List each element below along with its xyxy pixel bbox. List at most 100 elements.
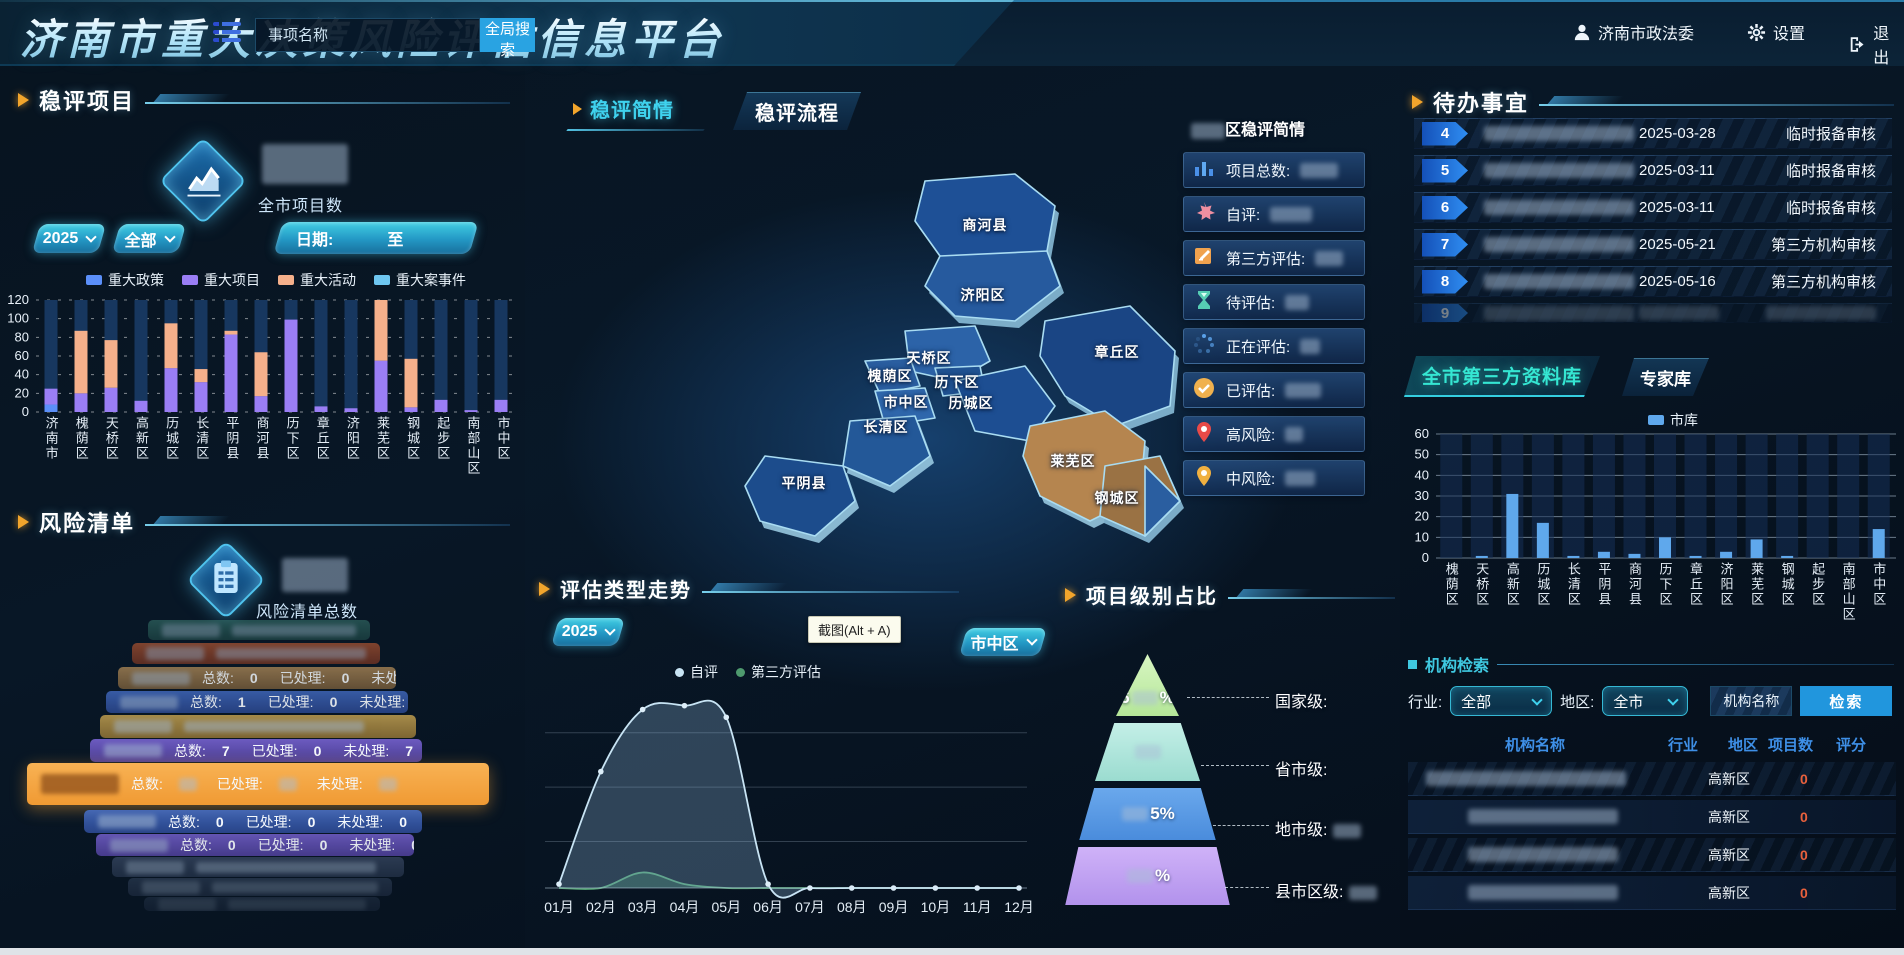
org-table-row[interactable]: 高新区 0 (1408, 838, 1896, 872)
projects-x-category[interactable]: 济阳区 (337, 416, 367, 476)
library-x-category[interactable]: 平阴县 (1589, 562, 1620, 622)
projects-x-category[interactable]: 南部山区 (458, 416, 488, 476)
library-x-category[interactable]: 天桥区 (1467, 562, 1498, 622)
todo-row[interactable]: 9 (1414, 303, 1892, 323)
projects-x-category[interactable]: 章丘区 (307, 416, 337, 476)
org-table-row[interactable]: 高新区 0 (1408, 876, 1896, 910)
tab-expert-library[interactable]: 专家库 (1622, 358, 1709, 396)
summary-item[interactable]: 中风险: (1183, 460, 1365, 496)
todo-row[interactable]: 4 2025-03-28 临时报备审核 (1414, 118, 1892, 149)
library-x-category[interactable]: 起步区 (1802, 562, 1833, 622)
map-district-label[interactable]: 市中区 (883, 394, 929, 410)
projects-x-category[interactable]: 天桥区 (96, 416, 126, 476)
org-column-header[interactable]: 机构名称 (1505, 737, 1566, 754)
library-x-category[interactable]: 南部山区 (1833, 562, 1864, 622)
todo-row[interactable]: 8 2025-05-16 第三方机构审核 (1414, 266, 1892, 297)
risk-row[interactable] (112, 857, 404, 877)
library-x-category[interactable]: 高新区 (1497, 562, 1528, 622)
org-column-header[interactable]: 行业 (1668, 737, 1699, 754)
pyramid-tier[interactable]: 6% (1116, 654, 1179, 716)
projects-x-category[interactable]: 槐荫区 (66, 416, 96, 476)
trend-year-select[interactable]: 2025 (555, 618, 621, 646)
tab-third-party-library[interactable]: 全市第三方资料库 (1404, 356, 1600, 397)
search-input[interactable] (255, 18, 480, 52)
library-x-category[interactable]: 济阳区 (1711, 562, 1742, 622)
library-x-category[interactable]: 历城区 (1528, 562, 1559, 622)
map-district-label[interactable]: 章丘区 (1094, 344, 1140, 360)
projects-x-category[interactable]: 济南市 (36, 416, 66, 476)
map-district-label[interactable]: 天桥区 (906, 350, 952, 366)
trend-district-select[interactable]: 市中区 (963, 628, 1043, 656)
scope-select[interactable]: 全部 (116, 224, 182, 253)
map-district-label[interactable]: 历下区 (934, 374, 980, 390)
projects-x-category[interactable]: 钢城区 (398, 416, 428, 476)
org-column-header[interactable]: 地区 (1728, 737, 1759, 754)
projects-x-category[interactable]: 市中区 (488, 416, 518, 476)
settings-button[interactable]: 设置 (1747, 20, 1805, 44)
library-x-category[interactable]: 长清区 (1558, 562, 1589, 622)
summary-item[interactable]: 待评估: (1183, 284, 1365, 320)
projects-x-category[interactable]: 高新区 (126, 416, 156, 476)
trend-area-chart[interactable]: 01月 02月 03月 04月 05月 06月 07月 08月 09月 10月 11月 12月 (533, 678, 1034, 931)
library-bar-chart[interactable]: 0 10 20 30 40 50 60 (1406, 426, 1898, 567)
date-range-picker[interactable]: 日期: 至 (278, 222, 474, 254)
tab-assessment-flow[interactable]: 稳评流程 (733, 92, 861, 130)
risk-row[interactable] (128, 878, 392, 896)
map-district-label[interactable]: 钢城区 (1094, 490, 1140, 506)
tab-assessment-brief[interactable]: 稳评简情 (573, 94, 674, 123)
risk-row[interactable] (148, 620, 370, 640)
pyramid-tier[interactable]: 5% (1079, 788, 1216, 840)
summary-item[interactable]: 高风险: (1183, 416, 1365, 452)
library-x-category[interactable]: 历下区 (1650, 562, 1681, 622)
summary-item[interactable]: 第三方评估: (1183, 240, 1365, 276)
logout-button[interactable]: 退出 (1848, 20, 1904, 68)
pyramid-tier[interactable] (1095, 723, 1200, 781)
todo-row[interactable]: 5 2025-03-11 临时报备审核 (1414, 155, 1892, 186)
org-column-header[interactable]: 项目数 (1768, 737, 1814, 754)
summary-item[interactable]: 项目总数: (1183, 152, 1365, 188)
map-district-label[interactable]: 济阳区 (960, 287, 1006, 303)
map-district-label[interactable]: 商河县 (962, 217, 1008, 233)
region-select[interactable]: 全市 (1602, 686, 1689, 716)
map-district-label[interactable]: 莱芜区 (1050, 453, 1096, 469)
map-district-label[interactable]: 槐荫区 (867, 368, 913, 384)
projects-x-category[interactable]: 历城区 (157, 416, 187, 476)
risk-row-highlight[interactable]: 总数: 已处理: 未处理: (27, 763, 489, 805)
todo-row[interactable]: 7 2025-05-21 第三方机构审核 (1414, 229, 1892, 260)
projects-x-category[interactable]: 历下区 (277, 416, 307, 476)
org-search-button[interactable]: 检索 (1800, 686, 1893, 716)
jinan-district-map[interactable]: 商河县 济阳区 天桥区 章丘区 槐荫区 历下区 历城区 市中区 长清区 平阴县 莱芜区 钢城区 (585, 136, 1265, 696)
level-pyramid-chart[interactable]: 6% 5%% (1060, 654, 1235, 924)
risk-row[interactable] (100, 715, 416, 738)
risk-row[interactable] (132, 643, 380, 664)
library-x-category[interactable]: 槐荫区 (1436, 562, 1467, 622)
projects-x-category[interactable]: 商河县 (247, 416, 277, 476)
library-x-category[interactable]: 市中区 (1863, 562, 1894, 622)
menu-icon[interactable] (213, 18, 241, 48)
user-menu[interactable]: 济南市政法委 (1573, 20, 1694, 44)
risk-row[interactable] (144, 897, 380, 911)
library-x-category[interactable]: 商河县 (1619, 562, 1650, 622)
map-district-label[interactable]: 历城区 (948, 395, 994, 411)
library-x-category[interactable]: 章丘区 (1680, 562, 1711, 622)
pyramid-tier[interactable]: % (1065, 847, 1230, 905)
risk-row[interactable]: 总数: 7 已处理: 0 未处理: 7 (90, 739, 422, 762)
projects-bar-chart[interactable]: 0 20 40 60 80 100 120 (0, 292, 520, 421)
summary-item[interactable]: 正在评估: (1183, 328, 1365, 364)
map-district-label[interactable]: 长清区 (863, 419, 909, 435)
projects-x-category[interactable]: 平阴县 (217, 416, 247, 476)
summary-item[interactable]: 已评估: (1183, 372, 1365, 408)
year-select[interactable]: 2025 (36, 224, 102, 253)
org-name-input[interactable] (1710, 686, 1793, 716)
industry-select[interactable]: 全部 (1450, 686, 1553, 716)
library-x-category[interactable]: 莱芜区 (1741, 562, 1772, 622)
summary-item[interactable]: 自评: (1183, 196, 1365, 232)
projects-x-category[interactable]: 莱芜区 (367, 416, 397, 476)
library-x-category[interactable]: 钢城区 (1772, 562, 1803, 622)
projects-x-category[interactable]: 起步区 (428, 416, 458, 476)
todo-row[interactable]: 6 2025-03-11 临时报备审核 (1414, 192, 1892, 223)
